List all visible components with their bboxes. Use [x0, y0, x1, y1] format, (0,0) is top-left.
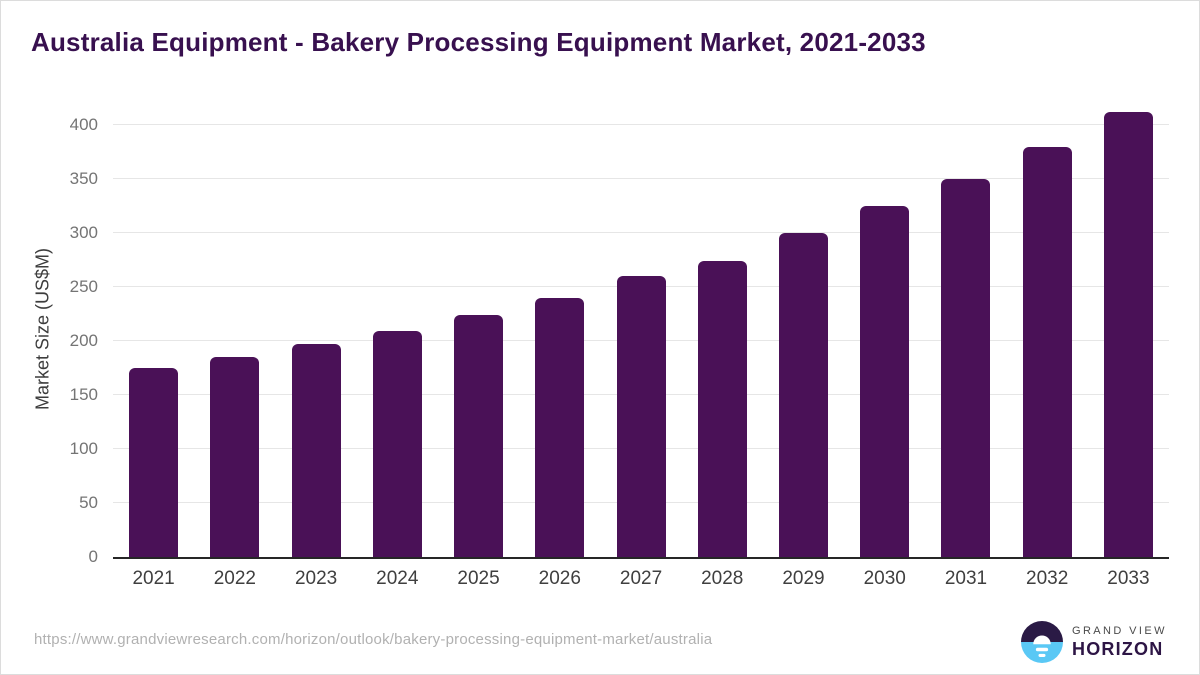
- bar-2030: [860, 206, 910, 557]
- logo-text: GRAND VIEW HORIZON: [1072, 625, 1167, 660]
- x-label-2026: 2026: [538, 568, 581, 589]
- x-label-2031: 2031: [944, 568, 988, 589]
- gridline-300: [113, 232, 1169, 233]
- bar-slot-2029: [763, 100, 844, 557]
- y-tick-50: 50: [79, 493, 98, 512]
- x-label-2025: 2025: [457, 568, 500, 589]
- bar-2032: [1022, 146, 1072, 557]
- horizon-sunrise-icon: [1021, 621, 1063, 663]
- bar-slot-2023: [275, 100, 356, 557]
- y-tick-100: 100: [69, 439, 98, 458]
- y-tick-0: 0: [88, 547, 98, 566]
- x-label-2027: 2027: [619, 568, 663, 589]
- gridline-350: [113, 178, 1169, 179]
- y-tick-400: 400: [69, 115, 98, 134]
- bar-2025: [454, 315, 504, 557]
- y-tick-150: 150: [69, 385, 98, 404]
- bar-2033: [1103, 112, 1153, 557]
- bar-slot-2024: [357, 100, 438, 557]
- y-tick-350: 350: [69, 169, 98, 188]
- gridline-400: [113, 124, 1169, 125]
- bar-2027: [616, 276, 666, 557]
- bar-2024: [372, 331, 422, 557]
- y-tick-250: 250: [69, 277, 98, 296]
- bar-slot-2028: [682, 100, 763, 557]
- x-label-2021: 2021: [132, 568, 175, 589]
- bar-slot-2033: [1088, 100, 1169, 557]
- bar-2028: [697, 261, 747, 557]
- x-label-2028: 2028: [701, 568, 744, 589]
- bar-2031: [941, 179, 991, 557]
- bar-slot-2022: [194, 100, 275, 557]
- bars-layer: [113, 100, 1169, 557]
- x-label-2024: 2024: [376, 568, 419, 589]
- y-tick-300: 300: [69, 223, 98, 242]
- bar-slot-2026: [519, 100, 600, 557]
- source-url: https://www.grandviewresearch.com/horizo…: [34, 631, 713, 648]
- y-tick-labels: 0 50 100 150 200 250 300 350 400: [50, 100, 98, 566]
- bar-2026: [535, 297, 585, 557]
- bar-2021: [129, 368, 179, 557]
- y-tick-200: 200: [69, 331, 98, 350]
- bar-slot-2031: [925, 100, 1006, 557]
- bar-slot-2032: [1007, 100, 1088, 557]
- bar-slot-2021: [113, 100, 194, 557]
- bar-2023: [291, 344, 341, 557]
- bar-2022: [210, 357, 260, 557]
- bar-2029: [778, 233, 828, 557]
- x-label-2032: 2032: [1026, 568, 1069, 589]
- bar-slot-2030: [844, 100, 925, 557]
- plot-area: 0 50 100 150 200 250 300 350 400: [70, 100, 1169, 566]
- logo-brand-line1: GRAND VIEW: [1072, 624, 1167, 637]
- x-label-2030: 2030: [863, 568, 906, 589]
- chart-title: Australia Equipment - Bakery Processing …: [31, 27, 926, 57]
- logo-brand-line2: HORIZON: [1072, 638, 1164, 659]
- x-label-2029: 2029: [782, 568, 825, 589]
- x-label-2033: 2033: [1107, 568, 1150, 589]
- x-label-2023: 2023: [294, 568, 338, 589]
- bar-slot-2027: [600, 100, 681, 557]
- bar-slot-2025: [438, 100, 519, 557]
- x-label-2022: 2022: [213, 568, 256, 589]
- grand-view-horizon-logo: GRAND VIEW HORIZON: [1021, 621, 1167, 663]
- x-axis-labels: 2021 2022 2023 2024 2025 2026 2027 2028 2029 2030…: [113, 568, 1169, 590]
